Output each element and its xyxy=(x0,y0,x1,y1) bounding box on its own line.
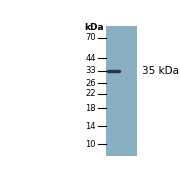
Text: 10: 10 xyxy=(85,140,96,149)
Text: 18: 18 xyxy=(85,104,96,113)
Text: 33: 33 xyxy=(85,66,96,75)
Text: 22: 22 xyxy=(85,89,96,98)
Bar xyxy=(106,26,137,156)
Text: 35 kDa: 35 kDa xyxy=(143,66,179,76)
Text: kDa: kDa xyxy=(84,23,104,32)
Text: 44: 44 xyxy=(85,54,96,63)
Text: 14: 14 xyxy=(85,122,96,131)
Text: 26: 26 xyxy=(85,79,96,88)
Text: 70: 70 xyxy=(85,33,96,42)
